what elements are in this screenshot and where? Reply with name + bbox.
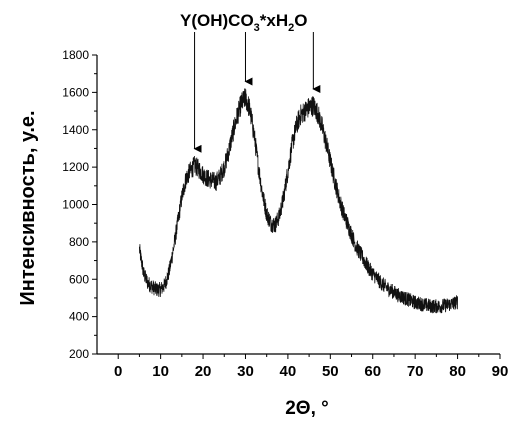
y-tick-label: 600 xyxy=(69,272,89,286)
series-layer xyxy=(139,88,458,314)
y-tick-label: 1200 xyxy=(62,160,89,174)
y-tick-label: 400 xyxy=(69,310,89,324)
y-tick-label: 200 xyxy=(69,347,89,361)
annotation-suffix: O xyxy=(294,11,307,30)
x-tick-label: 70 xyxy=(407,363,424,380)
x-tick-label: 10 xyxy=(152,363,169,380)
annotation-arrows xyxy=(193,32,321,153)
y-tick-label: 1000 xyxy=(62,198,89,212)
x-tick-label: 50 xyxy=(322,363,339,380)
annotation-sub2: 2 xyxy=(288,22,294,34)
y-tick-label: 800 xyxy=(69,235,89,249)
y-axis-title: Интенсивность, у.е. xyxy=(17,110,39,305)
annotation-prefix: Y(OH)CO xyxy=(180,11,254,30)
annotation-mid: *xH xyxy=(260,11,288,30)
axes: 200 400 600 800 1000 1200 1400 1600 1800 0 10 20 30 4… xyxy=(62,48,508,380)
x-tick-label: 80 xyxy=(449,363,466,380)
x-tick-label: 90 xyxy=(492,363,509,380)
x-tick-label: 20 xyxy=(195,363,212,380)
x-tick-label: 40 xyxy=(280,363,297,380)
annotation-sub1: 3 xyxy=(254,22,260,34)
y-tick-label: 1600 xyxy=(62,85,89,99)
x-tick-label: 30 xyxy=(237,363,254,380)
annotation-label: Y(OH)CO3*xH2O xyxy=(180,11,308,34)
x-tick-label: 60 xyxy=(364,363,381,380)
y-tick-label: 1400 xyxy=(62,123,89,137)
series-line xyxy=(139,88,458,314)
x-axis-title: 2Θ, ° xyxy=(285,398,329,419)
y-tick-label: 1800 xyxy=(62,48,89,62)
x-tick-label: 0 xyxy=(114,363,122,380)
